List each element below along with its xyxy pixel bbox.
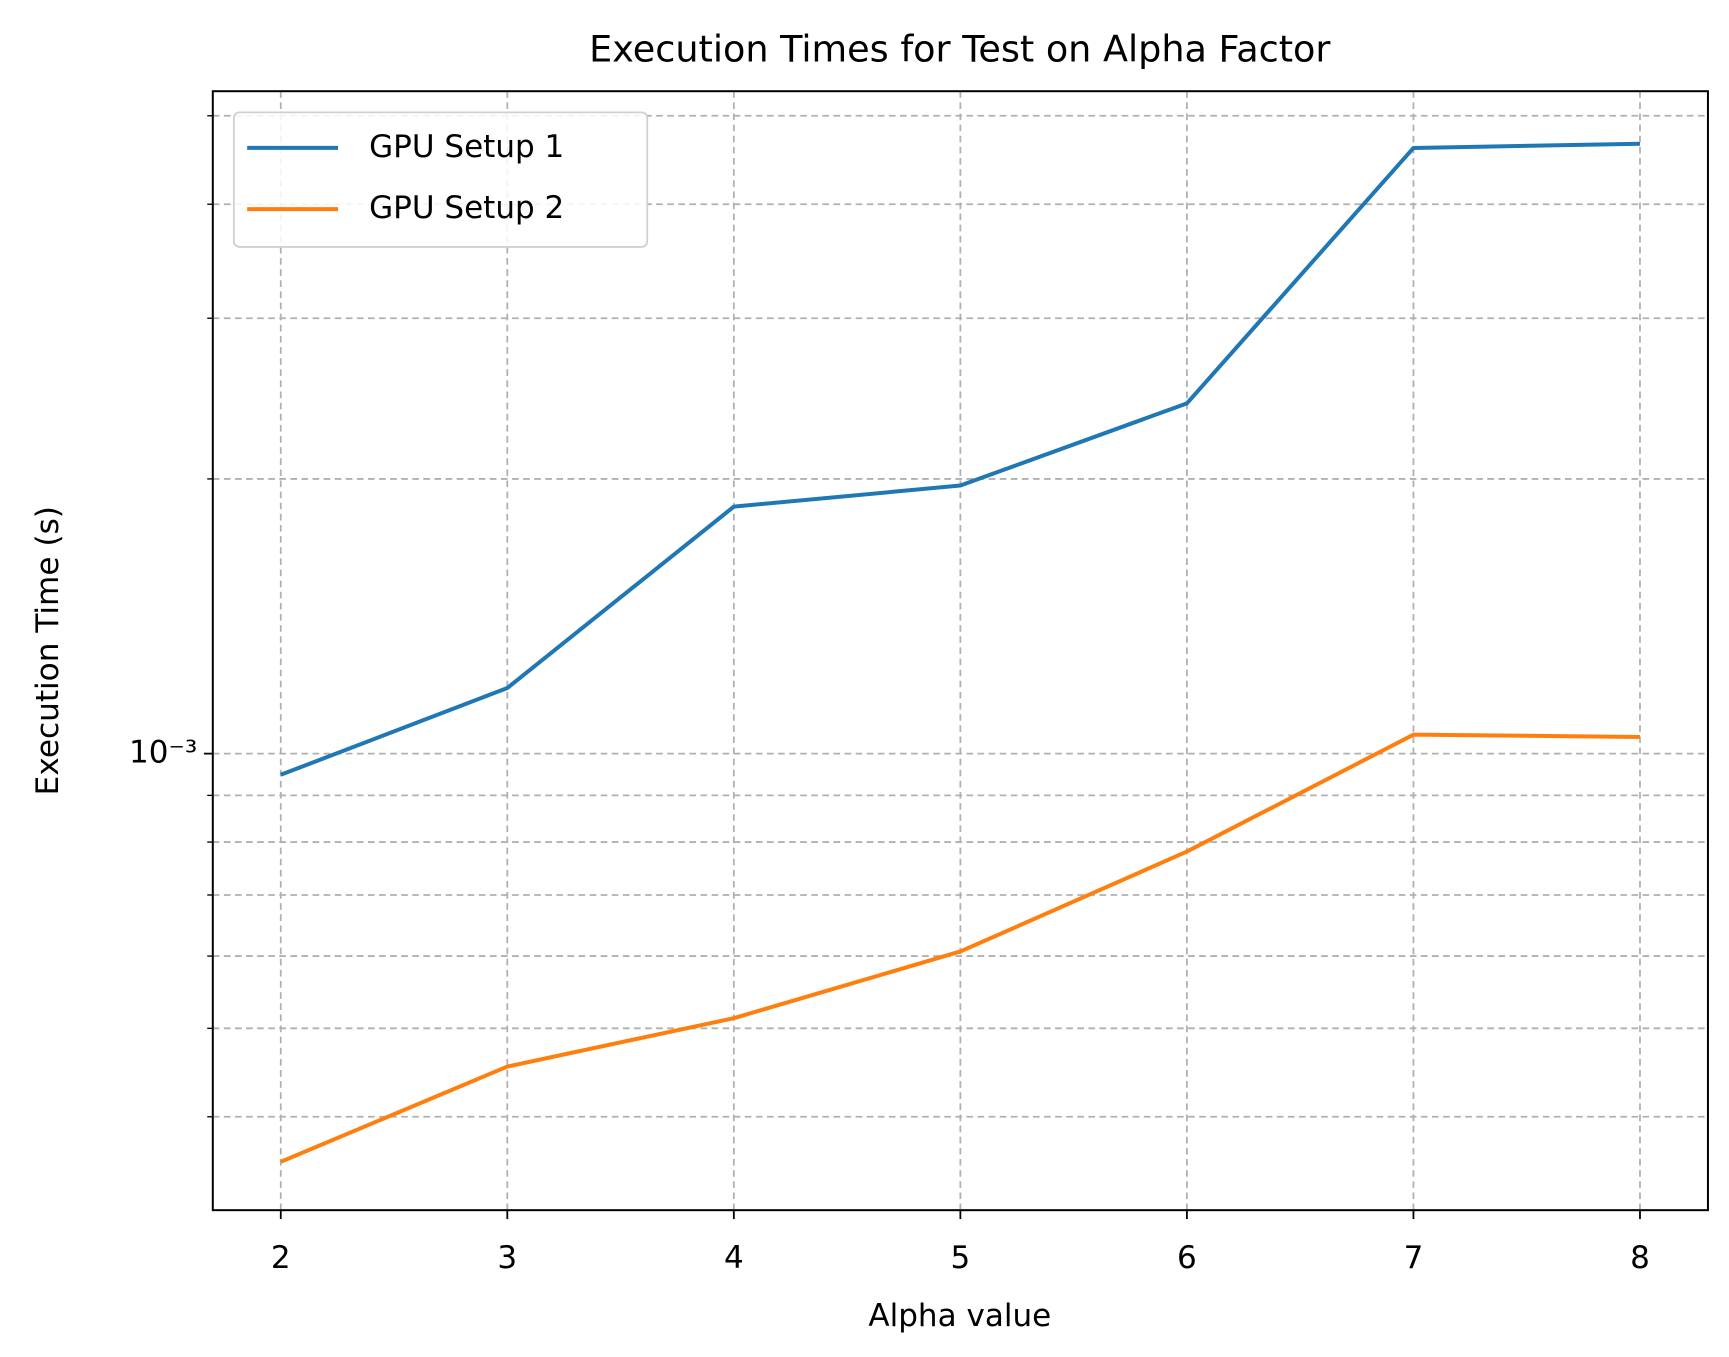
chart-title: Execution Times for Test on Alpha Factor: [589, 28, 1331, 71]
legend-label: GPU Setup 2: [369, 190, 564, 226]
x-tick-label: 7: [1404, 1240, 1424, 1276]
series-line: [279, 732, 1640, 1164]
series-line: [280, 141, 1641, 777]
x-tick-label: 2: [271, 1240, 291, 1276]
x-tick-label: 8: [1630, 1240, 1650, 1276]
y-axis-label: Execution Time (s): [30, 506, 66, 795]
x-tick-label: 5: [950, 1240, 970, 1276]
y-tick-label: 10⁻³: [129, 735, 197, 771]
legend-label: GPU Setup 1: [369, 129, 564, 165]
x-axis-label: Alpha value: [868, 1298, 1051, 1334]
x-tick-label: 4: [724, 1240, 744, 1276]
x-tick-label: 3: [497, 1240, 517, 1276]
x-tick-label: 6: [1177, 1240, 1197, 1276]
plot-frame: [211, 90, 1709, 1212]
